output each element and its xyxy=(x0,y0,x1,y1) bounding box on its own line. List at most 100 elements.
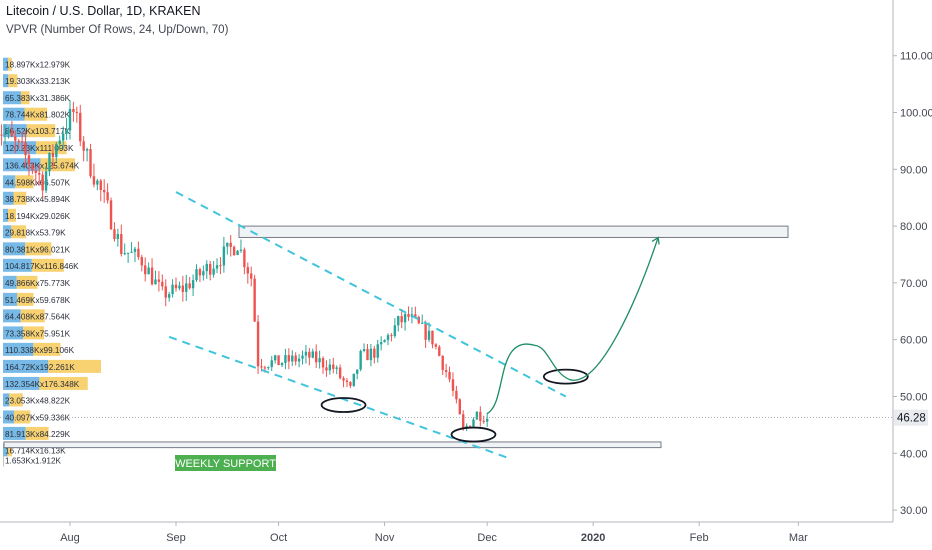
volume-profile-label: 64.408Kx87.564K xyxy=(5,312,71,321)
candle xyxy=(3,124,7,144)
candle xyxy=(51,144,55,170)
price-tick-label: 90.00 xyxy=(900,164,928,176)
candle xyxy=(96,178,99,191)
candle-body xyxy=(181,285,185,292)
candle-body xyxy=(85,149,89,151)
volume-bar-down xyxy=(14,410,31,424)
candle xyxy=(328,358,332,375)
candle xyxy=(386,333,390,346)
candle-body xyxy=(72,108,75,113)
volume-profile-label: 80.381Kx96.021K xyxy=(5,245,71,254)
candle-body xyxy=(294,355,297,362)
candle xyxy=(140,254,144,272)
candle xyxy=(102,179,106,203)
volume-profile-label: 164.72Kx192.261K xyxy=(5,363,75,372)
volume-profile-label: 49.866Kx75.773K xyxy=(5,279,71,288)
candle-body xyxy=(226,242,229,247)
time-tick-label: Feb xyxy=(690,532,709,544)
volume-profile-label: 120.23Kx111.093K xyxy=(5,144,74,153)
channel-upper-line xyxy=(175,191,567,398)
candle-body xyxy=(123,253,126,255)
candle xyxy=(472,417,475,428)
candle-body xyxy=(393,325,397,337)
volume-bar-down xyxy=(7,208,16,222)
volume-bar-down xyxy=(25,242,52,256)
volume-bar-up xyxy=(3,426,26,440)
candle xyxy=(157,271,161,292)
volume-bar-down xyxy=(20,91,30,105)
candle-body xyxy=(468,425,472,427)
candle xyxy=(256,315,260,375)
touch-ellipse xyxy=(320,397,367,413)
volume-profile: 18.897Kx12.979K 19.303Kx33.213K 65.383Kx31… xyxy=(3,57,101,467)
candle xyxy=(250,266,253,287)
time-tick-label: Dec xyxy=(477,532,497,544)
price-tick-label: 60.00 xyxy=(900,335,928,347)
volume-profile-label: 23.053Kx48.822K xyxy=(5,396,71,405)
volume-profile-label: 86.52Kx103.717K xyxy=(5,127,71,136)
channel-lower-line xyxy=(168,335,512,460)
candle-body xyxy=(38,172,41,175)
candle xyxy=(291,350,294,367)
candle-body xyxy=(301,355,304,359)
candle xyxy=(455,385,458,404)
candle-body xyxy=(304,351,308,356)
candle-body xyxy=(232,246,236,256)
candle-body xyxy=(161,281,164,287)
candle xyxy=(191,274,195,296)
touch-ellipse xyxy=(450,426,497,443)
candle-body xyxy=(174,284,178,289)
candle xyxy=(243,247,246,275)
candle xyxy=(92,163,96,188)
candle-body xyxy=(68,108,72,131)
candle-body xyxy=(167,294,171,298)
candle-body xyxy=(482,420,485,422)
candle-body xyxy=(424,322,427,340)
price-tick-label: 50.00 xyxy=(900,392,928,404)
candle-body xyxy=(277,355,280,366)
candle xyxy=(444,363,448,378)
time-tick-label: 2020 xyxy=(581,532,605,544)
candle xyxy=(448,366,451,383)
candle-body xyxy=(397,316,400,326)
candle xyxy=(475,411,479,420)
volume-bar-up xyxy=(3,191,14,205)
candle xyxy=(31,162,34,175)
candle xyxy=(277,355,280,366)
candle xyxy=(232,245,236,256)
candle-body xyxy=(246,267,250,274)
time-tick-label: Mar xyxy=(789,532,808,544)
candle-body xyxy=(133,248,137,252)
candle xyxy=(434,343,438,350)
candle xyxy=(253,274,256,323)
candle-body xyxy=(191,280,195,289)
volume-profile-label: 104.817Kx116.846K xyxy=(5,262,79,271)
candle xyxy=(420,314,424,324)
candle xyxy=(68,100,72,140)
candle xyxy=(383,339,386,343)
candle xyxy=(270,355,273,371)
candle-body xyxy=(109,200,113,230)
candle-body xyxy=(280,363,284,366)
candle xyxy=(137,241,140,260)
candle-body xyxy=(164,286,167,298)
time-tick-label: Sep xyxy=(166,532,186,544)
candle-body xyxy=(318,358,321,363)
candle-body xyxy=(55,143,58,158)
candle xyxy=(44,166,48,194)
candle xyxy=(376,339,379,363)
candle xyxy=(154,270,157,285)
volume-bar-up xyxy=(3,57,9,71)
candle xyxy=(321,356,325,374)
volume-profile-label: 78.744Kx81.802K xyxy=(5,111,71,120)
candle-body xyxy=(338,367,342,379)
candle-body xyxy=(386,335,390,341)
candle xyxy=(280,362,284,367)
candle xyxy=(171,279,174,298)
candle xyxy=(229,234,232,257)
volume-bar-down xyxy=(8,57,12,71)
candle xyxy=(400,309,403,329)
candle-body xyxy=(147,267,150,275)
candle-body xyxy=(89,149,92,177)
